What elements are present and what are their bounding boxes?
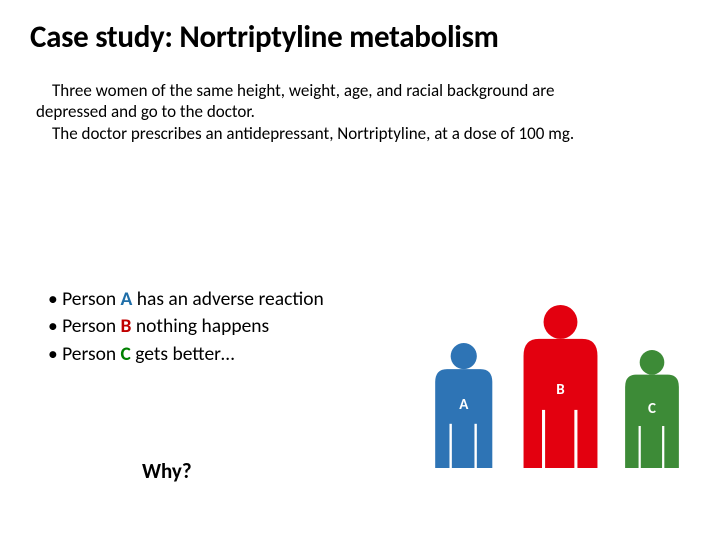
bullet-b: • Person B nothing happens [48,313,324,340]
why-text: Why? [142,458,192,484]
bullet-a-prefix: • Person [48,287,121,311]
bullet-b-prefix: • Person [48,314,121,338]
person-a-label: A [454,396,474,414]
bullet-a-letter: A [121,287,133,311]
bullet-a: • Person A has an adverse reaction [48,286,324,313]
bullet-a-suffix: has an adverse reaction [132,287,323,311]
person-b-label: B [551,381,571,399]
intro-p2: The doctor prescribes an antidepressant,… [36,123,600,144]
person-c-label: C [642,400,662,418]
bullet-c-prefix: • Person [48,342,121,366]
intro-p1: Three women of the same height, weight, … [36,80,600,123]
intro-text: Three women of the same height, weight, … [0,64,640,144]
bullet-c-suffix: gets better… [131,342,235,366]
bullet-list: • Person A has an adverse reaction • Per… [48,286,324,368]
bullet-c: • Person C gets better… [48,341,324,368]
bullet-b-suffix: nothing happens [131,314,269,338]
slide-title: Case study: Nortriptyline metabolism [0,0,720,64]
bullet-c-letter: C [121,342,131,366]
people-figures: A B C [434,218,694,468]
bullet-b-letter: B [121,314,132,338]
